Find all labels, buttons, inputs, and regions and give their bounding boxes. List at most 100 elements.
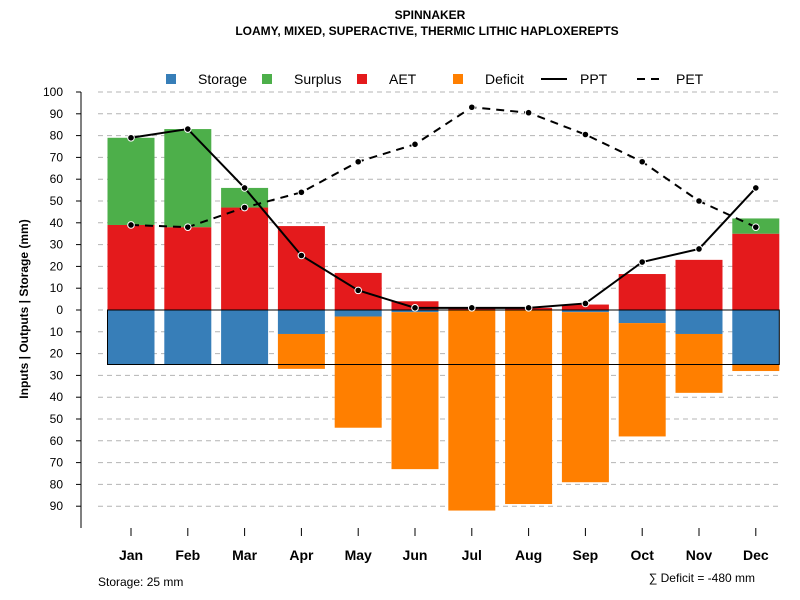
- legend-swatch-surplus: [262, 74, 272, 84]
- storage-bar: [334, 310, 382, 317]
- deficit-bar: [675, 333, 723, 393]
- storage-bar: [732, 310, 780, 365]
- legend-label-deficit: Deficit: [485, 71, 524, 87]
- legend-swatch-aet: [357, 74, 367, 84]
- series-lines: [127, 103, 760, 312]
- y-tick-label: 90: [50, 499, 64, 513]
- storage-bar: [675, 310, 723, 334]
- y-tick-label: 40: [50, 216, 64, 230]
- legend-label-aet: AET: [389, 71, 417, 87]
- deficit-bar: [561, 312, 609, 483]
- ppt-point: [468, 304, 476, 312]
- y-tick-label: 80: [50, 129, 64, 143]
- x-tick-label: Aug: [515, 547, 542, 563]
- storage-capacity-box: [107, 309, 780, 365]
- y-tick-label: 90: [50, 107, 64, 121]
- deficit-bar: [618, 323, 666, 437]
- deficit-bar: [334, 316, 382, 428]
- ppt-point: [524, 304, 533, 312]
- storage-bar: [277, 310, 325, 334]
- y-tick-label: 30: [50, 238, 64, 252]
- x-tick-label: Mar: [232, 547, 257, 563]
- chart-title: SPINNAKER: [395, 8, 466, 22]
- ppt-point: [581, 299, 590, 308]
- deficit-bar: [277, 333, 325, 369]
- pet-point: [695, 197, 703, 205]
- y-tick-label: 60: [50, 434, 64, 448]
- deficit-bar: [448, 310, 496, 511]
- y-tick-label: 20: [50, 347, 64, 361]
- aet-bar: [561, 304, 609, 310]
- axes: 1009080706050403020100102030405060708090…: [43, 85, 769, 563]
- pet-point: [297, 188, 306, 197]
- legend-label-pet: PET: [676, 71, 704, 87]
- ppt-point: [411, 304, 419, 312]
- x-tick-label: Oct: [631, 547, 655, 563]
- y-tick-label: 80: [50, 477, 64, 491]
- pet-point: [184, 223, 192, 231]
- aet-bar: [618, 274, 666, 310]
- storage-box: [107, 309, 780, 365]
- y-tick-label: 70: [50, 150, 64, 164]
- aet-bar: [732, 233, 780, 310]
- ppt-point: [127, 133, 135, 142]
- x-tick-label: Jan: [119, 547, 143, 563]
- storage-bar: [561, 310, 609, 313]
- x-tick-label: Apr: [289, 547, 314, 563]
- ppt-point: [695, 245, 703, 253]
- ppt-line: [130, 127, 757, 309]
- deficit-bar: [732, 364, 780, 372]
- x-tick-label: May: [345, 547, 372, 563]
- pet-point: [638, 157, 647, 166]
- y-tick-label: 20: [50, 259, 64, 273]
- x-tick-label: Nov: [686, 547, 713, 563]
- aet-bar: [164, 227, 212, 310]
- aet-bar: [277, 226, 325, 310]
- x-tick-label: Jun: [403, 547, 428, 563]
- deficit-sum-note: ∑ Deficit = -480 mm: [649, 571, 755, 585]
- storage-bar: [164, 310, 212, 365]
- legend-swatch-storage: [166, 74, 176, 84]
- storage-bar: [618, 310, 666, 324]
- legend-label-storage: Storage: [198, 71, 247, 87]
- y-tick-label: 10: [50, 281, 64, 295]
- y-tick-label: 30: [50, 368, 64, 382]
- y-tick-label: 70: [50, 456, 64, 470]
- legend-swatch-deficit: [453, 74, 463, 84]
- x-tick-label: Feb: [175, 547, 200, 563]
- y-tick-label: 10: [50, 325, 64, 339]
- x-tick-label: Dec: [743, 547, 769, 563]
- pet-point: [127, 221, 135, 229]
- pet-point: [468, 103, 476, 112]
- pet-point: [581, 130, 590, 139]
- ppt-point: [297, 251, 306, 260]
- pet-point: [524, 108, 533, 117]
- pet-point: [240, 203, 249, 212]
- surplus-bar: [107, 137, 155, 225]
- ppt-point: [354, 286, 363, 295]
- legend-label-surplus: Surplus: [294, 71, 341, 87]
- storage-bar: [221, 310, 269, 365]
- bars: [107, 129, 780, 511]
- legend-label-ppt: PPT: [580, 71, 608, 87]
- aet-bar: [107, 224, 155, 310]
- y-tick-label: 40: [50, 390, 64, 404]
- y-tick-label: 50: [50, 194, 64, 208]
- storage-bar: [107, 310, 155, 365]
- x-tick-label: Sep: [573, 547, 599, 563]
- ppt-point: [752, 184, 760, 192]
- ppt-point: [638, 258, 647, 266]
- deficit-bar: [391, 312, 439, 470]
- aet-bar: [675, 259, 723, 310]
- ppt-point: [184, 125, 192, 133]
- y-tick-label: 60: [50, 172, 64, 186]
- deficit-bar: [505, 310, 553, 505]
- storage-note: Storage: 25 mm: [98, 575, 183, 589]
- pet-point: [354, 157, 363, 166]
- y-axis-label: Inputs | Outputs | Storage (mm): [17, 219, 31, 398]
- pet-point: [752, 223, 760, 231]
- x-tick-label: Jul: [462, 547, 482, 563]
- pet-point: [411, 140, 419, 149]
- y-tick-label: 100: [43, 85, 63, 99]
